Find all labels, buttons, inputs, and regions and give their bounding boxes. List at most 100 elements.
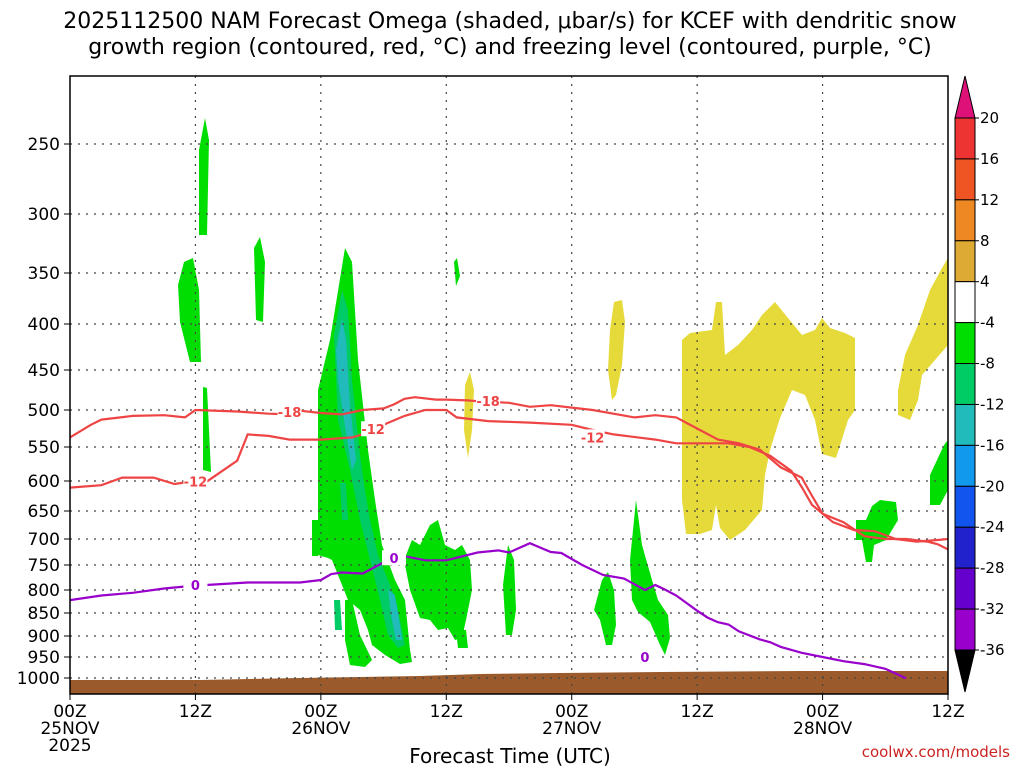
- y-tick-label: 900: [28, 627, 60, 647]
- colorbar-label: -4: [980, 314, 995, 332]
- contour-label-background: [580, 429, 605, 445]
- contour-label-background: [632, 649, 657, 664]
- freezing-level-line: [69, 542, 907, 680]
- colorbar-box: [954, 403, 976, 446]
- y-axis-labels: 250 300 350 400 450 500 550 600 650 700 750 800 850 9…: [17, 135, 60, 689]
- colorbar-box: [954, 117, 976, 160]
- colorbar-arrow-bottom: [954, 649, 976, 693]
- omega-shading-region: [456, 630, 468, 648]
- colorbar-label: 20: [980, 109, 999, 127]
- y-tick-label: 600: [28, 472, 60, 492]
- colorbar-label: -8: [980, 355, 995, 373]
- terrain-fill: [70, 671, 948, 694]
- colorbar-box: [954, 199, 976, 242]
- y-tick-label: 750: [28, 556, 60, 576]
- contour-label: 0: [390, 552, 399, 567]
- contour-lines: -18 -18 -12 -12 -12 0 0 0: [69, 393, 949, 680]
- contour-label: -18: [278, 406, 302, 421]
- x-axis-title: Forecast Time (UTC): [409, 744, 611, 768]
- contour-label: -12: [581, 431, 605, 446]
- x-tick-label: 26NOV: [291, 719, 350, 739]
- chart-title-line2: growth region (contoured, red, °C) and f…: [88, 35, 932, 60]
- omega-shading-region: [682, 302, 855, 540]
- colorbar-label: -20: [980, 477, 1005, 495]
- colorbar-box: [954, 567, 976, 610]
- x-tick-label: 12Z: [681, 702, 714, 722]
- x-tick-label: 00Z: [304, 702, 337, 722]
- colorbar-label: -12: [980, 395, 1005, 413]
- contour-label: -18: [476, 395, 500, 410]
- y-tick-label: 450: [28, 361, 60, 381]
- contour-label: 0: [191, 579, 200, 594]
- omega-shading-region: [503, 545, 516, 635]
- y-tick-label: 850: [28, 604, 60, 624]
- colorbar-box: [954, 281, 976, 324]
- contour-label: 0: [640, 651, 649, 666]
- colorbar-label: -16: [980, 436, 1005, 454]
- colorbar-label: 8: [980, 232, 990, 250]
- x-tick-label: 25NOV: [40, 719, 99, 739]
- y-tick-label: 500: [28, 401, 60, 421]
- omega-shading-region: [203, 387, 211, 472]
- colorbar-box: [954, 608, 976, 651]
- colorbar-label: 12: [980, 191, 999, 209]
- contour-label-background: [183, 473, 208, 489]
- x-tick-label: 28NOV: [793, 719, 852, 739]
- y-tick-label: 550: [28, 438, 60, 458]
- colorbar-label: -24: [980, 518, 1005, 536]
- contour-label-background: [382, 550, 407, 566]
- omega-shading-region: [898, 258, 948, 420]
- gridlines: [64, 76, 949, 700]
- y-tick-label: 700: [28, 530, 60, 550]
- omega-shading-region: [199, 118, 209, 235]
- colorbar-label: -28: [980, 559, 1005, 577]
- omega-shading-region: [404, 520, 472, 640]
- plot-frame: [69, 75, 949, 695]
- omega-shading-region: [454, 258, 460, 286]
- colorbar-box: [954, 363, 976, 405]
- colorbar-label: 4: [980, 273, 990, 291]
- x-tick-label: 12Z: [931, 702, 964, 722]
- contour-label-background: [277, 404, 302, 420]
- y-tick-label: 250: [28, 135, 60, 155]
- chart-title-line1: 2025112500 NAM Forecast Omega (shaded, μ…: [63, 9, 956, 34]
- y-tick-label: 300: [28, 205, 60, 225]
- contour-label: -12: [184, 476, 208, 491]
- colorbar-label: 16: [980, 150, 999, 168]
- omega-shading-region: [334, 600, 342, 630]
- omega-shading-region: [312, 520, 318, 556]
- x-tick-label: 00Z: [555, 702, 588, 722]
- colorbar: 20 16 12 8 4 -4 -8 -12 -16 -20 -24 -28 -32 -36: [954, 75, 1005, 693]
- colorbar-box: [954, 526, 976, 569]
- contour-label: -12: [361, 423, 385, 438]
- y-tick-label: 1000: [17, 669, 60, 689]
- isotherm-minus12-line: [69, 408, 949, 543]
- contour-label-background: [183, 577, 208, 592]
- omega-shading-region: [254, 237, 265, 322]
- omega-shading-region: [318, 248, 412, 664]
- y-tick-label: 800: [28, 581, 60, 601]
- colorbar-label: -32: [980, 600, 1005, 618]
- x-tick-label: 2025: [48, 736, 91, 756]
- x-tick-label: 00Z: [53, 702, 86, 722]
- contour-label-background: [361, 421, 386, 437]
- isotherm-minus18-line: [69, 396, 949, 551]
- omega-shading-region: [388, 590, 402, 640]
- y-tick-label: 350: [28, 264, 60, 284]
- credit-label: coolwx.com/models: [862, 743, 1010, 761]
- contour-label-background: [476, 393, 501, 409]
- y-tick-label: 400: [28, 315, 60, 335]
- omega-shading: [178, 118, 948, 667]
- omega-shading-region: [336, 318, 356, 470]
- omega-shading-region: [930, 440, 948, 505]
- colorbar-box: [954, 158, 976, 201]
- colorbar-box: [954, 444, 976, 487]
- omega-shading-region: [608, 300, 625, 400]
- x-tick-label: 12Z: [430, 702, 463, 722]
- colorbar-box: [954, 322, 976, 365]
- y-tick-label: 650: [28, 502, 60, 522]
- colorbar-box: [954, 485, 976, 528]
- omega-shading-region: [178, 258, 201, 362]
